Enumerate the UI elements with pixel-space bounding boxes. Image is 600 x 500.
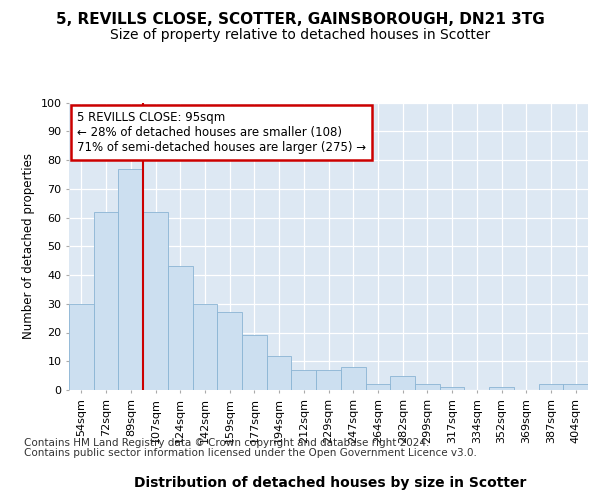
Bar bbox=[94, 212, 118, 390]
Bar bbox=[242, 336, 267, 390]
Bar bbox=[316, 370, 341, 390]
Bar bbox=[341, 367, 365, 390]
Text: Contains public sector information licensed under the Open Government Licence v3: Contains public sector information licen… bbox=[24, 448, 477, 458]
Y-axis label: Number of detached properties: Number of detached properties bbox=[22, 153, 35, 340]
Bar bbox=[143, 212, 168, 390]
Bar bbox=[489, 387, 514, 390]
Text: Size of property relative to detached houses in Scotter: Size of property relative to detached ho… bbox=[110, 28, 490, 42]
Bar bbox=[168, 266, 193, 390]
Bar bbox=[69, 304, 94, 390]
Text: 5 REVILLS CLOSE: 95sqm
← 28% of detached houses are smaller (108)
71% of semi-de: 5 REVILLS CLOSE: 95sqm ← 28% of detached… bbox=[77, 111, 366, 154]
Bar bbox=[415, 384, 440, 390]
Text: Distribution of detached houses by size in Scotter: Distribution of detached houses by size … bbox=[134, 476, 526, 490]
Text: Contains HM Land Registry data © Crown copyright and database right 2024.: Contains HM Land Registry data © Crown c… bbox=[24, 438, 430, 448]
Bar bbox=[539, 384, 563, 390]
Bar bbox=[365, 384, 390, 390]
Bar bbox=[217, 312, 242, 390]
Bar bbox=[390, 376, 415, 390]
Bar bbox=[292, 370, 316, 390]
Bar bbox=[440, 387, 464, 390]
Bar bbox=[267, 356, 292, 390]
Bar bbox=[118, 168, 143, 390]
Text: 5, REVILLS CLOSE, SCOTTER, GAINSBOROUGH, DN21 3TG: 5, REVILLS CLOSE, SCOTTER, GAINSBOROUGH,… bbox=[56, 12, 544, 28]
Bar bbox=[193, 304, 217, 390]
Bar bbox=[563, 384, 588, 390]
